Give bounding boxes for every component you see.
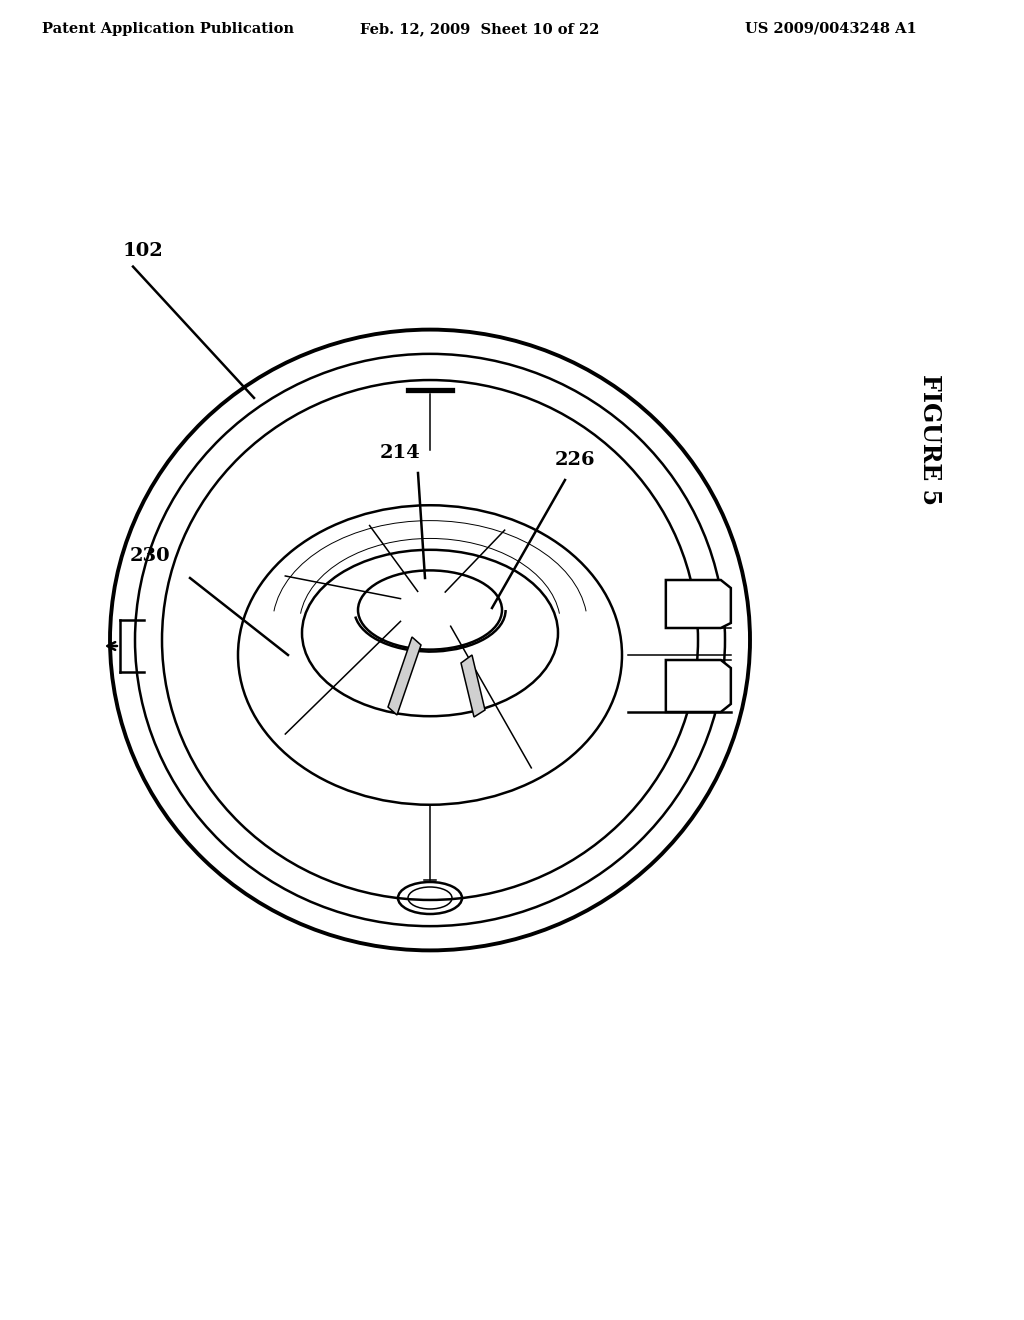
Text: US 2009/0043248 A1: US 2009/0043248 A1 [745,22,916,36]
Polygon shape [666,579,731,628]
Text: FIGURE 5: FIGURE 5 [918,375,942,506]
Polygon shape [666,660,731,711]
Text: 214: 214 [380,444,421,462]
Polygon shape [461,655,485,717]
Text: 230: 230 [129,546,170,565]
Text: 102: 102 [123,242,164,260]
Text: 226: 226 [555,451,595,469]
Text: Patent Application Publication: Patent Application Publication [42,22,294,36]
Text: Feb. 12, 2009  Sheet 10 of 22: Feb. 12, 2009 Sheet 10 of 22 [360,22,599,36]
Polygon shape [388,638,421,715]
